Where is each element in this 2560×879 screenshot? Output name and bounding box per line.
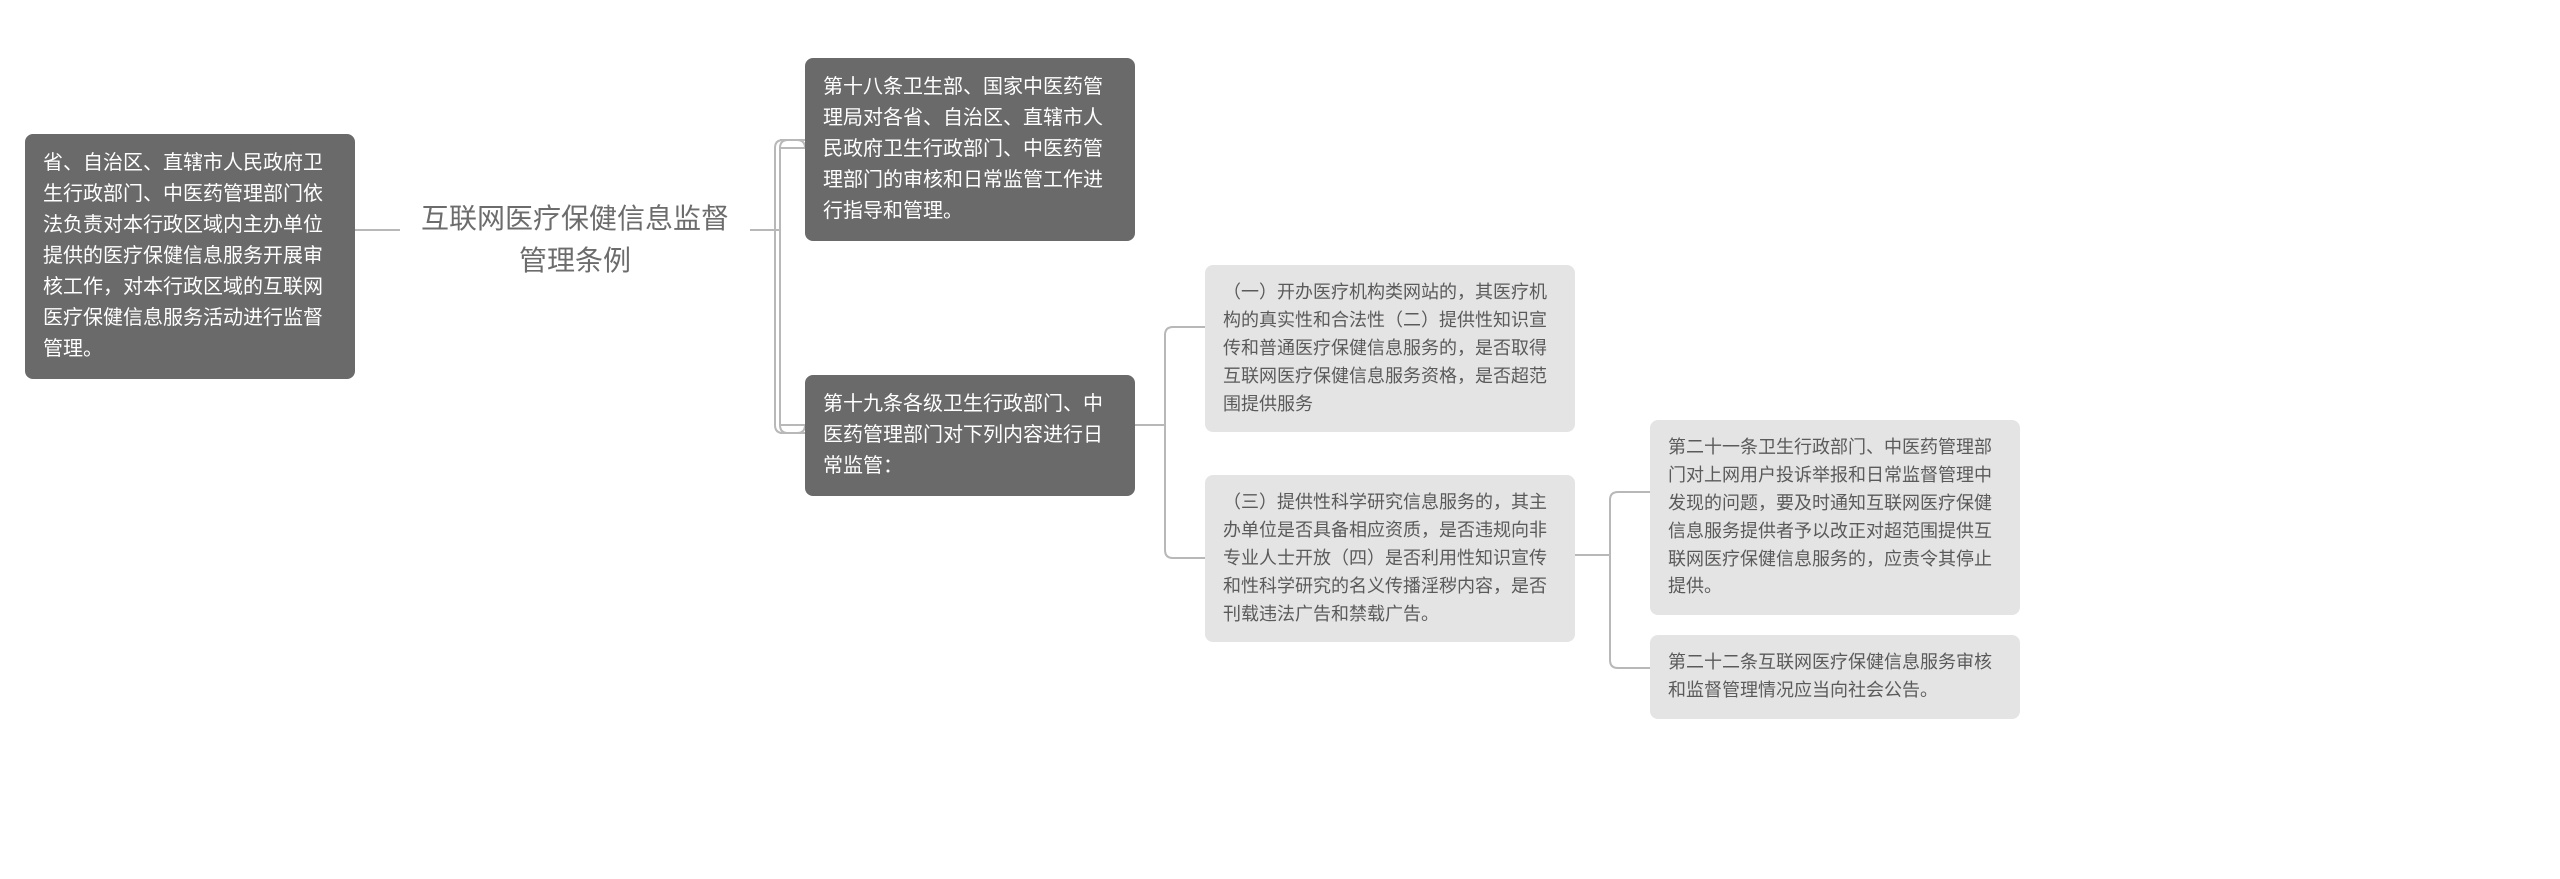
- node-item-1-2: （一）开办医疗机构类网站的，其医疗机构的真实性和合法性（二）提供性知识宣传和普通…: [1205, 265, 1575, 432]
- root-line2: 管理条例: [519, 245, 631, 276]
- node-left-provincial-text: 省、自治区、直辖市人民政府卫生行政部门、中医药管理部门依法负责对本行政区域内主办…: [43, 152, 323, 360]
- connector-layer: [0, 0, 2560, 879]
- node-article-21: 第二十一条卫生行政部门、中医药管理部门对上网用户投诉举报和日常监督管理中发现的问…: [1650, 420, 2020, 615]
- node-article-18: 第十八条卫生部、国家中医药管理局对各省、自治区、直辖市人民政府卫生行政部门、中医…: [805, 58, 1135, 241]
- node-article-21-text: 第二十一条卫生行政部门、中医药管理部门对上网用户投诉举报和日常监督管理中发现的问…: [1668, 437, 1992, 596]
- node-item-3-4-text: （三）提供性科学研究信息服务的，其主办单位是否具备相应资质，是否违规向非专业人士…: [1223, 492, 1547, 624]
- node-article-22-text: 第二十二条互联网医疗保健信息服务审核和监督管理情况应当向社会公告。: [1668, 652, 1992, 700]
- root-line1: 互联网医疗保健信息监督: [421, 203, 729, 234]
- node-left-provincial: 省、自治区、直辖市人民政府卫生行政部门、中医药管理部门依法负责对本行政区域内主办…: [25, 134, 355, 379]
- root-node: 互联网医疗保健信息监督 管理条例: [405, 198, 745, 282]
- node-article-19: 第十九条各级卫生行政部门、中医药管理部门对下列内容进行日常监管：: [805, 375, 1135, 496]
- node-article-22: 第二十二条互联网医疗保健信息服务审核和监督管理情况应当向社会公告。: [1650, 635, 2020, 719]
- node-item-3-4: （三）提供性科学研究信息服务的，其主办单位是否具备相应资质，是否违规向非专业人士…: [1205, 475, 1575, 642]
- node-article-19-text: 第十九条各级卫生行政部门、中医药管理部门对下列内容进行日常监管：: [823, 393, 1103, 477]
- node-item-1-2-text: （一）开办医疗机构类网站的，其医疗机构的真实性和合法性（二）提供性知识宣传和普通…: [1223, 282, 1547, 414]
- node-article-18-text: 第十八条卫生部、国家中医药管理局对各省、自治区、直辖市人民政府卫生行政部门、中医…: [823, 76, 1103, 222]
